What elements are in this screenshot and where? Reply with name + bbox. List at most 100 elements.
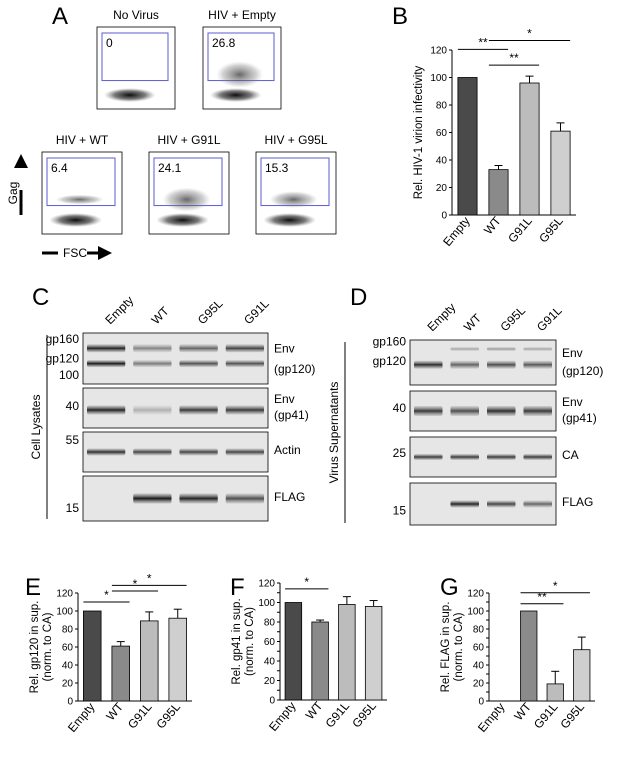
y-tick-label: 20 — [436, 183, 448, 194]
y-tick-label: 60 — [473, 643, 485, 654]
y-tick-label: 80 — [436, 101, 448, 112]
bar — [519, 82, 540, 216]
blot-band — [87, 344, 126, 353]
blot-band — [179, 405, 218, 415]
bar-chart-panels: 0 20 40 60 80 100 120 Rel. HIV-1 virion infecti… — [29, 27, 595, 735]
blot-protein-sublabel: (gp41) — [562, 411, 597, 425]
blot-band — [450, 347, 479, 351]
blot-protein-label: Env — [562, 395, 583, 409]
y-tick-label: 60 — [62, 643, 74, 654]
blot-row: Env (gp41) 40 — [66, 387, 309, 429]
y-tick-label: 20 — [62, 679, 74, 690]
blot-marker-label: 100 — [59, 368, 79, 382]
y-tick-label: 100 — [56, 607, 73, 618]
blot-row: Env (gp120) gp160 gp120 100 — [46, 332, 315, 385]
y-tick-label: 40 — [264, 657, 276, 668]
y-axis-label-line: (norm. to CA) — [42, 612, 54, 681]
y-tick-label: 120 — [56, 589, 73, 600]
flow-axes-indicator: Gag FSC — [6, 154, 112, 260]
flow-population-main — [263, 213, 316, 228]
y-tick-label: 120 — [430, 46, 447, 57]
bar — [284, 602, 303, 701]
blot-marker-label: 40 — [66, 399, 80, 413]
significance-label: ** — [478, 35, 488, 49]
blot-protein-label: FLAG — [274, 490, 305, 504]
blot-band — [487, 360, 516, 369]
blot-row: CA 25 — [393, 436, 579, 478]
blot-band — [487, 347, 516, 351]
y-tick-label: 100 — [467, 607, 484, 618]
blot-band — [133, 360, 172, 368]
flow-plot: HIV + WT 6.4 — [41, 133, 123, 235]
y-axis-label: Rel. HIV-1 virion infectivity — [413, 65, 425, 199]
bar — [573, 649, 591, 702]
lane-label: G91L — [241, 296, 272, 327]
blot-marker-label: gp120 — [46, 352, 80, 366]
significance-label: ** — [509, 51, 519, 65]
y-tick-label: 40 — [436, 156, 448, 167]
blot-band — [225, 360, 264, 368]
panel-label-e: E — [25, 574, 41, 601]
flow-population-gag-positive — [269, 191, 318, 208]
x-category-label: G95L — [349, 699, 379, 731]
y-tick-label: 20 — [264, 676, 276, 687]
y-tick-label: 0 — [269, 696, 275, 707]
lane-label: G95L — [497, 303, 528, 334]
flow-population-gag-positive — [55, 194, 104, 205]
blot-band — [133, 493, 172, 504]
blot-band — [179, 344, 218, 353]
y-tick-label: 120 — [258, 579, 275, 590]
blot-band — [414, 454, 443, 460]
flow-plot: HIV + Empty 26.8 — [202, 8, 282, 110]
y-tick-label: 60 — [436, 128, 448, 139]
flow-plot-title: HIV + G91L — [157, 133, 220, 147]
x-category-label: G91L — [531, 700, 561, 732]
flow-plot-title: HIV + G95L — [264, 133, 327, 147]
bar — [488, 169, 509, 216]
y-axis-label: Rel. gp120 in sup.(norm. to CA) — [29, 601, 54, 694]
y-axis-label-line: Rel. gp120 in sup. — [29, 601, 41, 694]
bar — [457, 77, 478, 216]
chart-b: 0 20 40 60 80 100 120 Rel. HIV-1 virion infecti… — [413, 27, 576, 249]
bar — [83, 610, 102, 702]
flow-population-main — [49, 213, 102, 228]
bar — [111, 645, 130, 702]
y-tick-label: 20 — [473, 679, 485, 690]
panel-label-f: F — [230, 574, 245, 601]
flow-population-main — [156, 213, 210, 228]
y-axis-label: Rel. gp41 in sup.(norm. to CA) — [231, 598, 256, 684]
x-category-label: WT — [103, 699, 126, 723]
bar — [546, 683, 564, 702]
blot-band — [133, 405, 172, 415]
blot-band — [523, 406, 552, 416]
blot-band — [450, 360, 479, 369]
y-tick-label: 80 — [62, 625, 74, 636]
blot-marker-label: 55 — [66, 433, 80, 447]
blot-protein-label: Actin — [274, 443, 301, 457]
y-tick-label: 0 — [441, 211, 447, 222]
blot-row: Env (gp41) 40 — [393, 390, 597, 432]
flow-population-gag-positive — [162, 187, 211, 212]
bar — [338, 604, 356, 701]
blot-side-label: Cell Lysates — [29, 395, 43, 460]
x-category-label: G91L — [505, 214, 535, 246]
blot-marker-label: 15 — [66, 501, 80, 515]
blot-row: Actin 55 — [66, 431, 301, 473]
blot-marker-label: 25 — [393, 446, 407, 460]
blot-band — [225, 493, 264, 504]
blot-band — [87, 405, 126, 415]
flow-population-main — [104, 88, 156, 103]
blot-band — [133, 344, 172, 353]
blot-marker-label: 40 — [393, 401, 407, 415]
blot-protein-label: Env — [274, 392, 295, 406]
significance-label: * — [553, 579, 558, 593]
blot-band — [414, 360, 443, 369]
flow-plot: HIV + G95L 15.3 — [255, 133, 337, 235]
blot-band — [487, 454, 516, 460]
flow-plot-title: No Virus — [113, 8, 159, 22]
